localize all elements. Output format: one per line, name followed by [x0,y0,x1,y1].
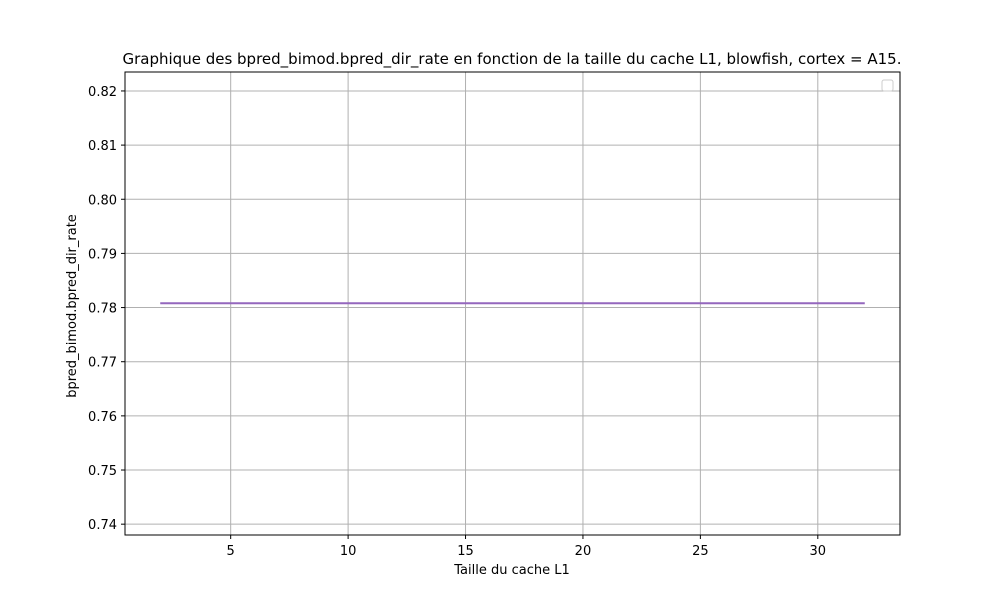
x-tick-label: 20 [575,544,592,559]
y-tick-label: 0.82 [88,85,117,100]
y-tick-label: 0.79 [88,247,117,262]
y-tick-label: 0.77 [88,356,117,371]
y-tick-label: 0.81 [88,139,117,154]
y-tick-label: 0.78 [88,302,117,317]
y-tick-label: 0.76 [88,410,117,425]
legend-box [881,79,894,92]
x-tick-label: 10 [340,544,357,559]
x-tick-label: 30 [810,544,827,559]
x-tick-label: 15 [457,544,474,559]
plot-area-frame [124,71,901,536]
y-tick-label: 0.80 [88,193,117,208]
x-tick-label: 25 [692,544,709,559]
x-axis-label: Taille du cache L1 [453,563,570,578]
x-tick-label: 5 [227,544,235,559]
y-tick-label: 0.74 [88,518,117,533]
y-axis-label: bpred_bimod.bpred_dir_rate [65,214,80,398]
chart-title: Graphique des bpred_bimod.bpred_dir_rate… [123,50,902,69]
x-axis: 5 10 15 20 25 30 [227,535,827,559]
y-axis: 0.74 0.75 0.76 0.77 0.78 0.79 0.80 0.81 0.82 [88,85,125,533]
y-tick-label: 0.75 [88,464,117,479]
